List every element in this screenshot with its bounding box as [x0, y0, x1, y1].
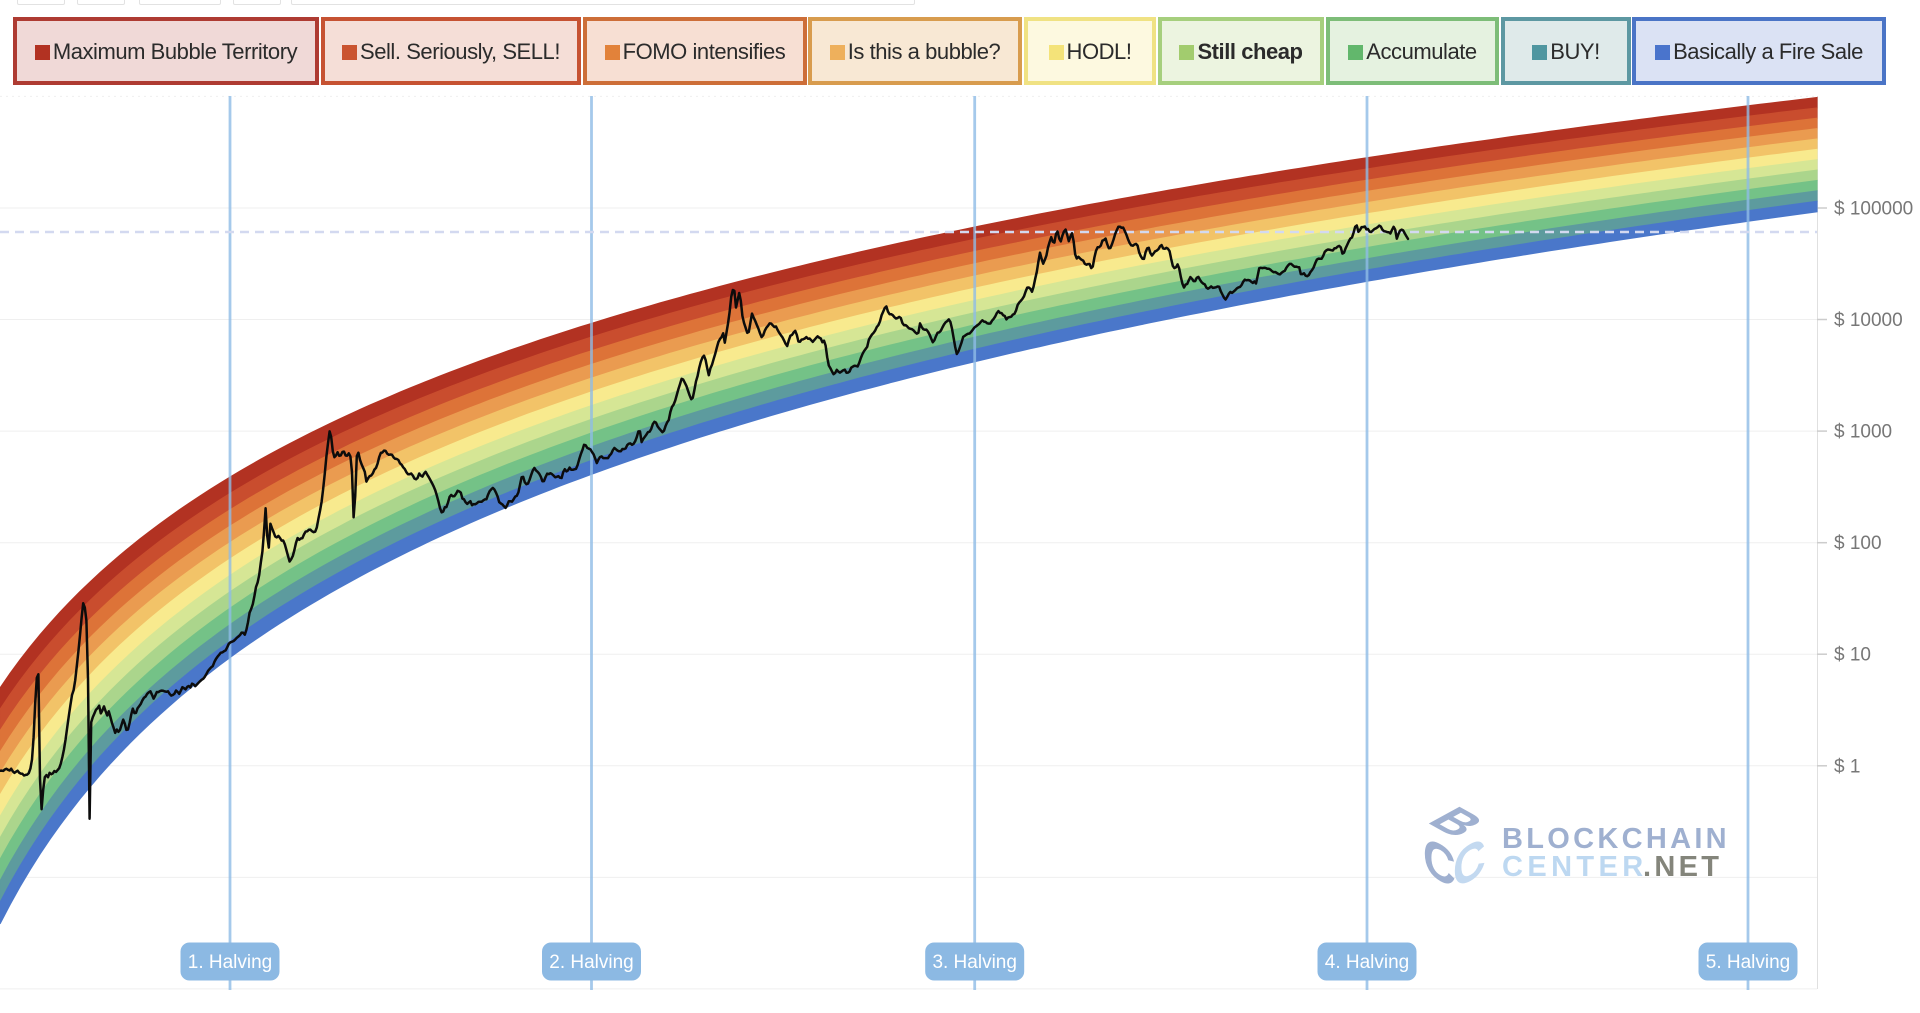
svg-text:$ 100: $ 100 — [1834, 533, 1882, 554]
svg-text:$ 10: $ 10 — [1834, 645, 1871, 666]
svg-text:4. Halving: 4. Halving — [1325, 952, 1410, 973]
svg-text:1. Halving: 1. Halving — [188, 952, 273, 973]
svg-text:.NET: .NET — [1643, 851, 1722, 883]
svg-text:CENTER: CENTER — [1502, 851, 1648, 883]
svg-text:$ 10000: $ 10000 — [1834, 310, 1903, 331]
svg-text:BLOCKCHAIN: BLOCKCHAIN — [1502, 823, 1730, 855]
svg-text:$ 100000: $ 100000 — [1834, 199, 1913, 220]
svg-text:$ 1000: $ 1000 — [1834, 422, 1892, 443]
svg-text:5. Halving: 5. Halving — [1706, 952, 1791, 973]
svg-text:2. Halving: 2. Halving — [549, 952, 634, 973]
svg-text:3. Halving: 3. Halving — [932, 952, 1017, 973]
svg-text:$ 1: $ 1 — [1834, 756, 1860, 777]
